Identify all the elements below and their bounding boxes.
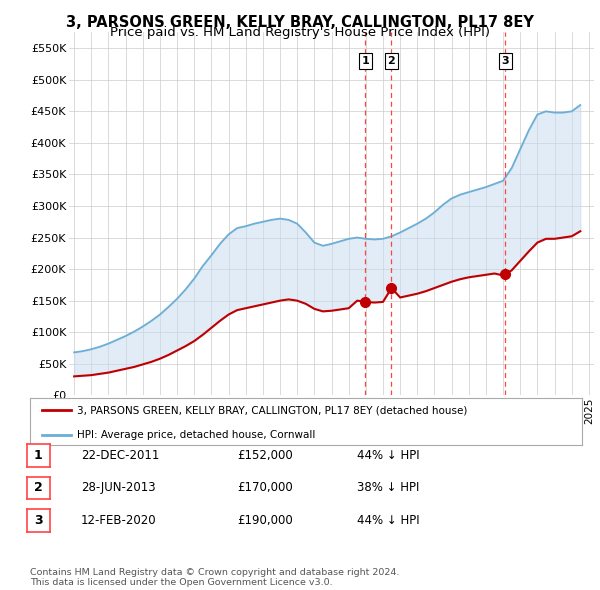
- Text: 3: 3: [502, 56, 509, 66]
- Text: 44% ↓ HPI: 44% ↓ HPI: [357, 514, 419, 527]
- Text: 3: 3: [34, 514, 43, 527]
- Text: HPI: Average price, detached house, Cornwall: HPI: Average price, detached house, Corn…: [77, 430, 315, 440]
- Text: 2: 2: [388, 56, 395, 66]
- Text: 2: 2: [34, 481, 43, 494]
- Text: £190,000: £190,000: [237, 514, 293, 527]
- Text: 1: 1: [34, 449, 43, 462]
- Text: £152,000: £152,000: [237, 449, 293, 462]
- Text: 22-DEC-2011: 22-DEC-2011: [81, 449, 160, 462]
- Text: £170,000: £170,000: [237, 481, 293, 494]
- Text: 3, PARSONS GREEN, KELLY BRAY, CALLINGTON, PL17 8EY (detached house): 3, PARSONS GREEN, KELLY BRAY, CALLINGTON…: [77, 405, 467, 415]
- Text: 28-JUN-2013: 28-JUN-2013: [81, 481, 155, 494]
- Text: 12-FEB-2020: 12-FEB-2020: [81, 514, 157, 527]
- Text: 1: 1: [361, 56, 369, 66]
- Text: 44% ↓ HPI: 44% ↓ HPI: [357, 449, 419, 462]
- Text: Contains HM Land Registry data © Crown copyright and database right 2024.
This d: Contains HM Land Registry data © Crown c…: [30, 568, 400, 587]
- Text: 38% ↓ HPI: 38% ↓ HPI: [357, 481, 419, 494]
- Text: Price paid vs. HM Land Registry's House Price Index (HPI): Price paid vs. HM Land Registry's House …: [110, 26, 490, 39]
- Text: 3, PARSONS GREEN, KELLY BRAY, CALLINGTON, PL17 8EY: 3, PARSONS GREEN, KELLY BRAY, CALLINGTON…: [66, 15, 534, 30]
